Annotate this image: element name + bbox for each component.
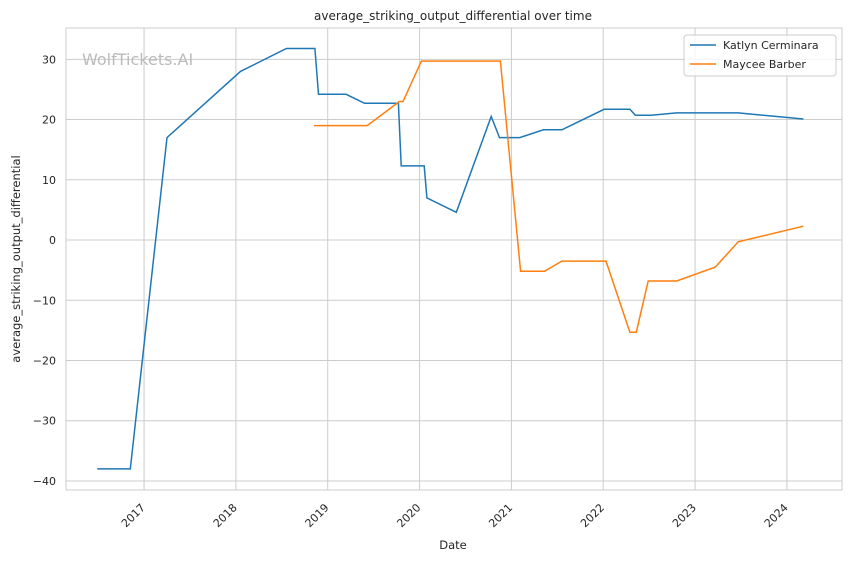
y-tick-label: 30	[42, 53, 56, 66]
series-group	[97, 47, 804, 470]
y-tick-label: 20	[42, 114, 56, 127]
ticks: 2017 2018 2019 2020 2021 2022 2023 2024 −40 −30 −2…	[33, 53, 791, 530]
series-line-1	[314, 60, 804, 333]
x-tick-label: 2023	[670, 501, 699, 530]
y-tick-label: 10	[42, 174, 56, 187]
x-tick-label: 2020	[394, 501, 423, 530]
watermark: WolfTickets.AI	[82, 50, 193, 69]
y-tick-label: −20	[33, 354, 56, 367]
y-tick-label: −30	[33, 415, 56, 428]
legend: Katlyn Cerminara Maycee Barber	[683, 34, 837, 77]
x-tick-label: 2024	[762, 501, 791, 530]
x-tick-label: 2019	[303, 501, 332, 530]
x-tick-label: 2022	[578, 501, 607, 530]
chart-title: average_striking_output_differential ove…	[314, 9, 592, 23]
y-tick-label: −10	[33, 294, 56, 307]
x-tick-label: 2018	[211, 501, 240, 530]
plot-frame	[65, 27, 843, 491]
grid	[66, 28, 842, 490]
x-tick-label: 2021	[486, 501, 515, 530]
y-axis-label: average_striking_output_differential	[9, 155, 23, 362]
y-tick-label: 0	[49, 234, 56, 247]
x-tick-label: 2017	[119, 501, 148, 530]
y-tick-label: −40	[33, 475, 56, 488]
legend-box	[683, 34, 837, 77]
series-line-0	[97, 47, 804, 470]
legend-label-maycee: Maycee Barber	[723, 58, 806, 71]
x-axis-label: Date	[439, 538, 467, 552]
legend-label-katlyn: Katlyn Cerminara	[723, 39, 819, 52]
